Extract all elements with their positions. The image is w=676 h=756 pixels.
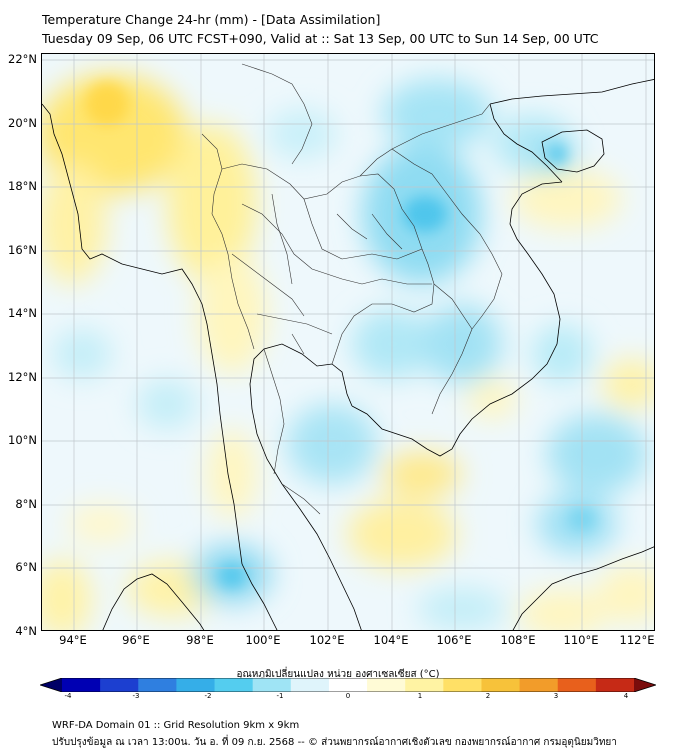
map-area[interactable] xyxy=(41,53,655,631)
lon-label-108: 108°E xyxy=(500,633,536,647)
lat-label-8: 8°N xyxy=(15,497,37,511)
lon-label-102: 102°E xyxy=(309,633,345,647)
lon-label-110: 110°E xyxy=(563,633,599,647)
colorbar-cell xyxy=(519,678,559,692)
lon-label-106: 106°E xyxy=(436,633,472,647)
colorbar-cell xyxy=(100,678,139,692)
lat-label-22: 22°N xyxy=(8,52,37,66)
lat-label-6: 6°N xyxy=(15,560,37,574)
country-borders xyxy=(201,63,503,515)
lat-label-14: 14°N xyxy=(8,306,37,320)
colorbar-cell xyxy=(290,678,330,692)
lat-label-20: 20°N xyxy=(8,116,37,130)
lat-label-12: 12°N xyxy=(8,370,37,384)
colorbar-extend-low xyxy=(40,678,62,692)
colorbar-tick: 0 xyxy=(345,692,351,700)
field-layer xyxy=(42,74,654,630)
lon-label-104: 104°E xyxy=(373,633,409,647)
colorbar-tick: -1 xyxy=(276,692,284,700)
lat-label-10: 10°N xyxy=(8,433,37,447)
colorbar-cell xyxy=(481,678,521,692)
lon-label-96: 96°E xyxy=(122,633,150,647)
lon-label-98: 98°E xyxy=(186,633,214,647)
lat-label-16: 16°N xyxy=(8,243,37,257)
colorbar-title: อุณหภูมิเปลี่ยนแปลง หน่วย องศาเซลเซียส (… xyxy=(236,669,440,680)
colorbar-tick: 4 xyxy=(623,692,629,700)
map-title: Temperature Change 24-hr (mm) - [Data As… xyxy=(42,12,381,27)
colorbar-cell xyxy=(443,678,482,692)
footer-model-info: WRF-DA Domain 01 :: Grid Resolution 9km … xyxy=(52,720,300,731)
temperature-change-map xyxy=(42,54,654,630)
colorbar-tick: -2 xyxy=(204,692,212,700)
map-subtitle: Tuesday 09 Sep, 06 UTC FCST+090, Valid a… xyxy=(42,31,599,46)
colorbar-cell xyxy=(595,678,635,692)
lat-label-18: 18°N xyxy=(8,179,37,193)
colorbar-cell xyxy=(176,678,216,692)
lon-label-94: 94°E xyxy=(59,633,87,647)
colorbar-tick: 3 xyxy=(553,692,559,700)
colorbar-tick: 2 xyxy=(485,692,491,700)
colorbar-cell xyxy=(557,678,597,692)
footer-credit: ปรับปรุงข้อมูล ณ เวลา 13:00น. วัน อ. ที่… xyxy=(52,737,617,748)
colorbar-cell xyxy=(405,678,444,692)
colorbar-tick: 1 xyxy=(417,692,423,700)
lat-label-4: 4°N xyxy=(15,624,37,638)
coastlines xyxy=(42,79,654,630)
colorbar-tick: -4 xyxy=(64,692,72,700)
lon-label-112: 112°E xyxy=(619,633,655,647)
colorbar xyxy=(40,678,656,692)
colorbar-cell xyxy=(62,678,101,692)
colorbar-cell xyxy=(138,678,177,692)
colorbar-cell xyxy=(367,678,406,692)
colorbar-tick: -3 xyxy=(132,692,140,700)
gridlines xyxy=(42,54,654,630)
colorbar-cell xyxy=(252,678,292,692)
lon-label-100: 100°E xyxy=(245,633,281,647)
colorbar-extend-high xyxy=(634,678,656,692)
colorbar-cell xyxy=(214,678,254,692)
colorbar-cell xyxy=(328,678,368,692)
